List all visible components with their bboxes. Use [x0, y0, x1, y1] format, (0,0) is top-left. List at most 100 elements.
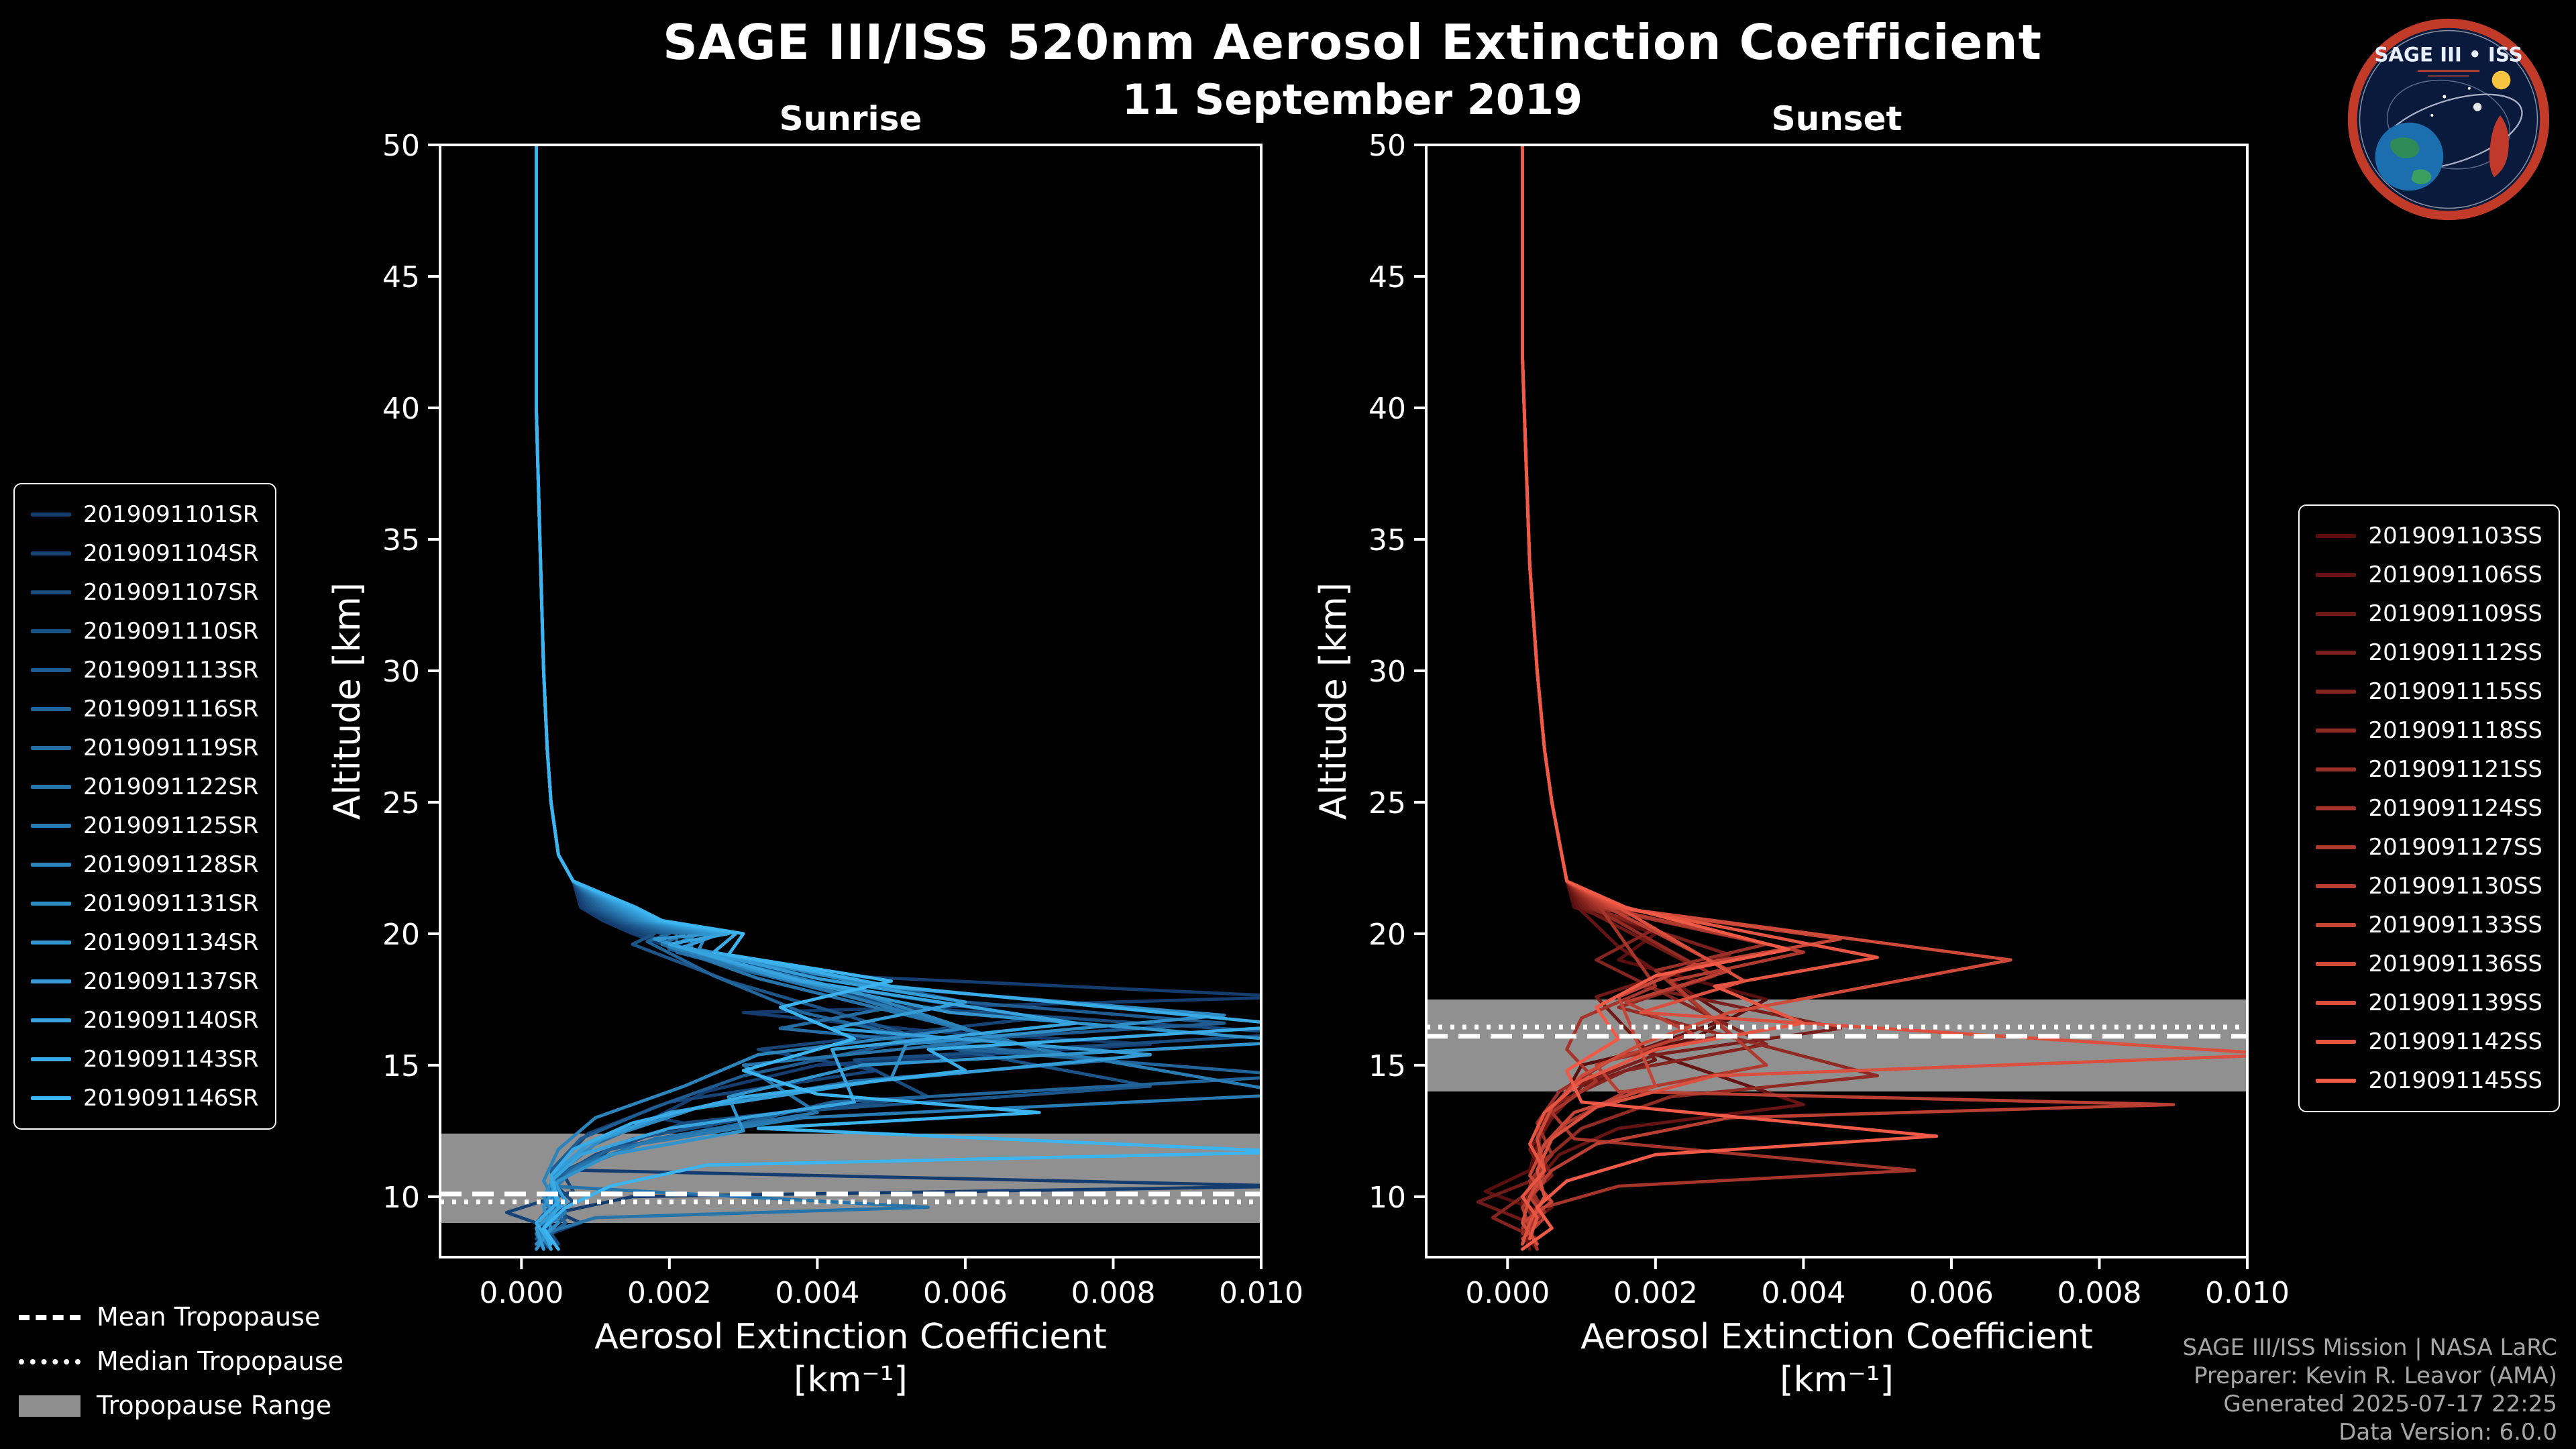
legend-line-swatch-icon: [31, 1018, 71, 1022]
legend-event-label: 2019091107SR: [83, 579, 259, 606]
legend-line-swatch-icon: [31, 746, 71, 750]
legend-entry: 2019091116SR: [31, 690, 259, 729]
tropopause-legend: Mean Tropopause Median Tropopause Tropop…: [19, 1296, 343, 1426]
legend-line-swatch-icon: [2316, 573, 2357, 577]
legend-line-swatch-icon: [31, 785, 71, 789]
legend-event-label: 2019091137SR: [83, 968, 259, 995]
legend-event-label: 2019091103SS: [2368, 523, 2543, 549]
x-tick-label: 0.010: [1219, 1276, 1303, 1310]
legend-entry: 2019091128SR: [31, 845, 259, 884]
median-tropopause-label: Median Tropopause: [97, 1346, 343, 1376]
legend-line-swatch-icon: [31, 902, 71, 906]
legend-entry: 2019091124SS: [2316, 789, 2543, 828]
x-tick-label: 0.004: [775, 1276, 859, 1310]
y-tick-label: 35: [1368, 523, 1406, 557]
legend-event-label: 2019091113SR: [83, 657, 259, 684]
logo-title: SAGE III • ISS: [2374, 44, 2522, 66]
y-axis-label: Altitude [km]: [1312, 582, 1354, 820]
legend-event-label: 2019091128SR: [83, 851, 259, 878]
logo-star: [2443, 95, 2447, 99]
legend-line-swatch-icon: [2316, 1001, 2357, 1005]
legend-entry: 2019091134SR: [31, 923, 259, 962]
legend-line-swatch-icon: [31, 863, 71, 867]
legend-entry: 2019091122SR: [31, 767, 259, 806]
logo-star-2: [2467, 87, 2471, 90]
y-tick-label: 15: [382, 1049, 420, 1083]
legend-line-swatch-icon: [2316, 845, 2357, 849]
y-tick-label: 40: [1368, 392, 1406, 426]
legend-line-swatch-icon: [2316, 884, 2357, 888]
logo-earth-continent-2: [2411, 169, 2432, 184]
legend-line-swatch-icon: [31, 513, 71, 517]
legend-event-label: 2019091109SS: [2368, 600, 2543, 627]
legend-event-label: 2019091133SS: [2368, 912, 2543, 938]
logo-earth-continent: [2390, 137, 2420, 158]
mean-tropopause-label: Mean Tropopause: [97, 1302, 321, 1332]
legend-line-swatch-icon: [2316, 767, 2357, 771]
x-tick-label: 0.008: [1071, 1276, 1155, 1310]
legend-event-label: 2019091140SR: [83, 1007, 259, 1034]
legend-entry: 2019091125SR: [31, 806, 259, 845]
legend-entry: 2019091139SS: [2316, 983, 2543, 1022]
figure-title: SAGE III/ISS 520nm Aerosol Extinction Co…: [662, 16, 2043, 71]
x-tick-label: 0.004: [1761, 1276, 1845, 1310]
legend-event-label: 2019091106SS: [2368, 561, 2543, 588]
legend-entry: 2019091113SR: [31, 651, 259, 690]
legend-entry: 2019091101SR: [31, 495, 259, 534]
y-tick-label: 45: [1368, 260, 1406, 294]
y-tick-label: 50: [382, 129, 420, 163]
x-tick-label: 0.002: [627, 1276, 712, 1310]
legend-event-label: 2019091101SR: [83, 501, 259, 528]
legend-event-label: 2019091116SR: [83, 696, 259, 722]
logo-inner-ring: [2359, 30, 2538, 209]
legend-event-label: 2019091139SS: [2368, 989, 2543, 1016]
legend-line-swatch-icon: [31, 979, 71, 983]
legend-entry: 2019091119SR: [31, 729, 259, 767]
legend-event-label: 2019091146SR: [83, 1085, 259, 1112]
legend-entry: 2019091103SS: [2316, 517, 2543, 555]
x-tick-label: 0.000: [1465, 1276, 1550, 1310]
footer-credits: SAGE III/ISS Mission | NASA LaRC Prepare…: [2182, 1335, 2557, 1448]
profile-line-2019091145SS: [1520, 145, 1939, 1251]
legend-entry: 2019091133SS: [2316, 906, 2543, 945]
sage-iii-iss-mission-patch-logo: SAGE III • ISS: [2347, 18, 2550, 221]
x-axis-units-label: [km⁻¹]: [794, 1360, 908, 1400]
x-axis-units-label: [km⁻¹]: [1780, 1360, 1894, 1400]
legend-line-swatch-icon: [2316, 534, 2357, 538]
y-tick-label: 45: [382, 260, 420, 294]
legend-line-swatch-icon: [2316, 1079, 2357, 1083]
footer-data-version-line: Data Version: 6.0.0: [2339, 1419, 2557, 1446]
legend-entry: 2019091136SS: [2316, 945, 2543, 983]
dashed-line-swatch-icon: [19, 1314, 80, 1320]
legend-entry: 2019091143SR: [31, 1040, 259, 1079]
y-tick-label: 20: [1368, 918, 1406, 952]
legend-entry: 2019091142SS: [2316, 1022, 2542, 1061]
x-tick-label: 0.006: [1909, 1276, 1994, 1310]
axes-spines: [1425, 144, 2249, 1258]
y-tick-label: 35: [382, 523, 420, 557]
legend-event-label: 2019091118SS: [2368, 717, 2543, 744]
legend-event-label: 2019091127SS: [2368, 834, 2543, 861]
legend-event-label: 2019091119SR: [83, 735, 259, 761]
profile-line-2019091146SR: [535, 145, 1261, 1251]
logo-sun: [2491, 70, 2511, 90]
x-tick-label: 0.010: [2205, 1276, 2290, 1310]
legend-line-swatch-icon: [2316, 690, 2357, 694]
logo-star-3: [2430, 113, 2434, 117]
y-tick-label: 10: [382, 1181, 420, 1215]
legend-event-label: 2019091136SS: [2368, 951, 2543, 977]
legend-entry: 2019091130SS: [2316, 867, 2542, 906]
legend-line-swatch-icon: [2316, 806, 2357, 810]
x-tick-label: 0.002: [1613, 1276, 1698, 1310]
legend-event-label: 2019091124SS: [2368, 795, 2543, 822]
legend-line-swatch-icon: [2316, 651, 2357, 655]
footer-preparer-line: Preparer: Kevin R. Leavor (AMA): [2194, 1363, 2557, 1390]
legend-line-swatch-icon: [31, 1057, 71, 1061]
legend-line-swatch-icon: [31, 590, 71, 594]
legend-event-label: 2019091104SR: [83, 540, 259, 567]
legend-entry: 2019091112SS: [2316, 633, 2543, 672]
legend-entry: 2019091146SR: [31, 1079, 259, 1118]
legend-event-label: 2019091112SS: [2368, 639, 2543, 666]
y-tick-label: 40: [382, 392, 420, 426]
x-tick-label: 0.000: [479, 1276, 564, 1310]
